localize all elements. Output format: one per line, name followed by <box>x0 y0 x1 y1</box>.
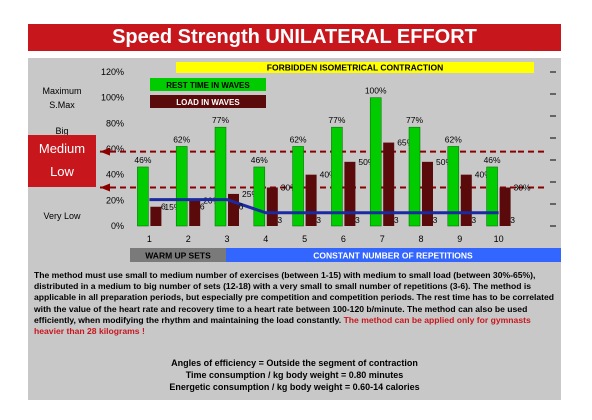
load-bar-label: 30% <box>281 183 298 193</box>
rest-bar <box>214 126 227 227</box>
load-bar-label: 30% <box>514 183 531 193</box>
rest-bar-label: 100% <box>365 86 387 96</box>
load-bar <box>228 193 239 226</box>
banner-text: FORBIDDEN ISOMETRICAL CONTRACTION <box>267 63 443 73</box>
load-bar <box>305 174 317 226</box>
repetitions-label: 3 <box>277 215 282 225</box>
left-tick-label: 20% <box>106 195 124 205</box>
legend-load-swatch <box>150 95 266 108</box>
left-tick-label: 120% <box>101 67 124 77</box>
description: The method must use small to medium numb… <box>34 270 558 337</box>
repetitions-line <box>149 198 499 215</box>
x-tick-label: 2 <box>186 234 191 244</box>
description-main: The method must use small to medium numb… <box>34 270 555 325</box>
chart: 0%20%40%60%80%100%120%05101520253035FORB… <box>100 62 561 262</box>
load-bar <box>499 187 511 226</box>
repetitions-label: 3 <box>433 215 438 225</box>
level-maximum: Maximum <box>42 86 82 96</box>
efficiency-angles: Angles of efficiency = Outside the segme… <box>171 358 418 368</box>
repetitions-label: 3 <box>355 215 360 225</box>
rest-bar <box>369 97 382 227</box>
load-bar-label: 40% <box>320 170 337 180</box>
rest-bar-label: 62% <box>173 134 190 144</box>
rest-bar <box>331 126 343 227</box>
repetitions-label: 3 <box>471 215 476 225</box>
level-smax: S.Max <box>49 100 75 110</box>
slide-title: Speed Strength UNILATERAL EFFORT <box>28 24 561 51</box>
load-bar-label: 15% <box>164 202 181 212</box>
load-bar <box>383 142 395 226</box>
rest-bar <box>408 126 421 227</box>
left-tick-label: 40% <box>106 170 124 180</box>
repetitions-label: 3 <box>316 215 321 225</box>
constant-label: CONSTANT NUMBER OF REPETITIONS <box>313 251 473 261</box>
level-medium: Medium <box>38 141 86 156</box>
reference-arrow-left <box>100 147 110 156</box>
rest-bar-label: 62% <box>445 134 462 144</box>
legend-rest-swatch <box>150 78 266 91</box>
load-bar <box>266 187 278 226</box>
load-bar-label: 25% <box>242 189 259 199</box>
rest-bar <box>253 166 266 227</box>
load-bar <box>150 206 162 226</box>
load-bar <box>422 161 433 226</box>
repetitions-label: 3 <box>510 215 515 225</box>
level-big: Big <box>55 126 69 136</box>
rest-bar-label: 77% <box>328 115 345 125</box>
load-bar <box>189 200 201 226</box>
load-bar-label: 50% <box>358 157 375 167</box>
legend-rest-label: REST TIME IN WAVES <box>166 81 250 90</box>
rest-bar-label: 46% <box>134 155 151 165</box>
warmup-band <box>130 248 226 262</box>
x-tick-label: 8 <box>418 234 423 244</box>
x-tick-label: 10 <box>494 234 504 244</box>
rest-bar-label: 62% <box>290 134 307 144</box>
level-very-low: Very Low <box>43 211 81 221</box>
energy-consumption: Energetic consumption / kg body weight =… <box>169 382 420 392</box>
warmup-label: WARM UP SETS <box>145 251 211 261</box>
load-bar-label: 40% <box>475 170 492 180</box>
load-bar <box>344 161 356 226</box>
left-tick-label: 100% <box>101 93 124 103</box>
content-panel: Maximum S.Max Big Medium Low Very Low 0%… <box>28 58 561 400</box>
repetitions-label: 6 <box>200 202 205 212</box>
rest-bar-label: 77% <box>406 115 423 125</box>
x-tick-label: 1 <box>147 234 152 244</box>
x-tick-label: 4 <box>263 234 268 244</box>
repetitions-label: 6 <box>161 202 166 212</box>
load-bar-label: 65% <box>397 138 414 148</box>
x-tick-label: 5 <box>302 234 307 244</box>
x-tick-label: 7 <box>380 234 385 244</box>
level-low: Low <box>50 164 74 179</box>
x-tick-label: 6 <box>341 234 346 244</box>
repetitions-label: 6 <box>239 202 244 212</box>
left-tick-label: 0% <box>111 221 124 231</box>
rest-bar-label: 77% <box>212 115 229 125</box>
description-warning: The method can be applied only for gymna… <box>34 314 531 337</box>
x-tick-label: 9 <box>457 234 462 244</box>
banner-bg <box>176 62 534 73</box>
level-highlight: Medium Low <box>28 135 96 187</box>
intensity-levels: Maximum S.Max Big Medium Low Very Low <box>28 58 98 233</box>
rest-bar <box>447 146 460 227</box>
repetitions-label: 3 <box>394 215 399 225</box>
rest-bar <box>486 166 498 227</box>
legend-load-label: LOAD IN WAVES <box>176 98 240 107</box>
rest-bar-label: 46% <box>484 155 501 165</box>
load-bar-label: 50% <box>436 157 453 167</box>
rest-bar <box>175 146 188 227</box>
reference-arrow-left <box>100 183 110 192</box>
x-tick-label: 3 <box>224 234 229 244</box>
rest-bar <box>137 166 149 227</box>
left-tick-label: 80% <box>106 118 124 128</box>
constant-band <box>226 248 561 262</box>
left-tick-label: 60% <box>106 144 124 154</box>
load-bar <box>460 174 472 226</box>
rest-bar <box>292 146 304 227</box>
rest-bar-label: 46% <box>251 155 268 165</box>
time-consumption: Time consumption / kg body weight = 0.80… <box>185 370 404 380</box>
